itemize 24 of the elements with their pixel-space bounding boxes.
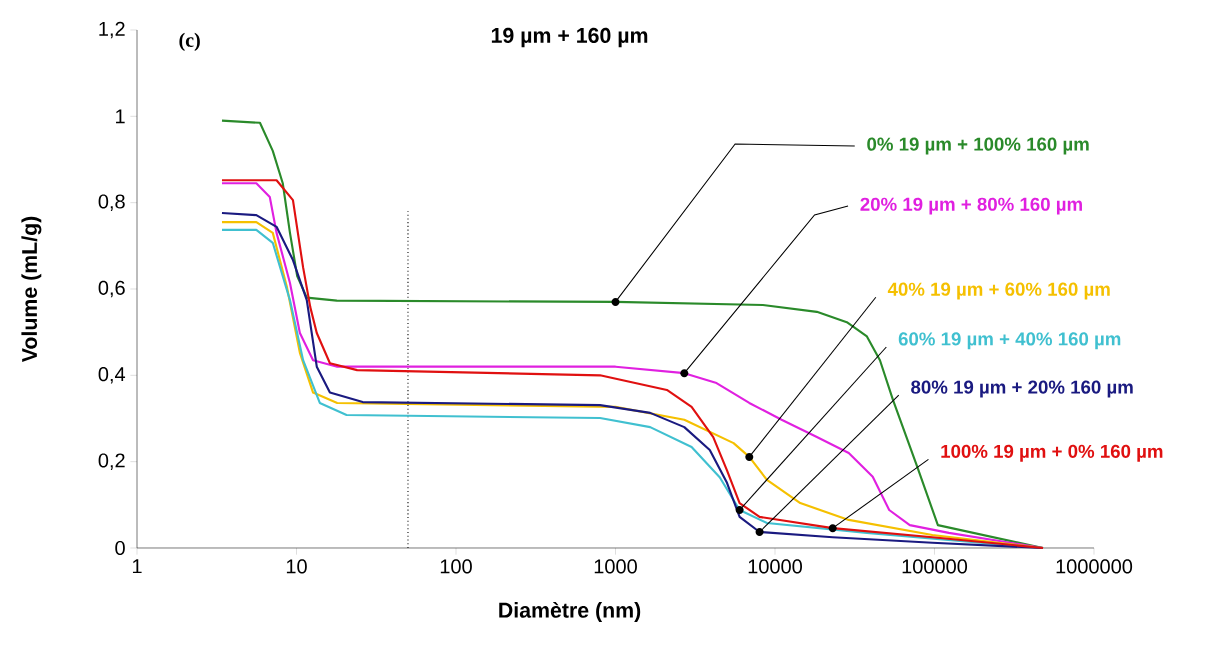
x-tick-label: 100000 xyxy=(902,559,968,574)
text: 80% 19 µm + 20% 160 µm xyxy=(911,380,1133,398)
x-tick-label: 10 xyxy=(286,559,307,574)
x-axis-title: Diamètre (nm) xyxy=(499,601,641,622)
y-tick-label: 0,8 xyxy=(98,194,125,211)
x-tick-label: 1 xyxy=(132,559,142,574)
y-tick-label: 1,2 xyxy=(99,21,125,39)
x-tick-label: 1000000 xyxy=(1056,559,1133,574)
y-tick-label: 0,4 xyxy=(98,367,126,384)
y-tick-label: 0,2 xyxy=(98,453,125,470)
text: 0% 19 µm + 100% 160 µm xyxy=(867,137,1089,155)
text: 40% 19 µm + 60% 160 µm xyxy=(887,282,1110,300)
x-tick-label: 10000 xyxy=(748,559,802,574)
x-tick-label: 1000 xyxy=(594,559,637,574)
y-axis-title: Volume (mL/g) xyxy=(21,216,42,363)
text: 100% 19 µm + 0% 160 µm xyxy=(941,444,1163,462)
x-tick-label: 100 xyxy=(440,559,472,574)
text: 20% 19 µm + 80% 160 µm xyxy=(860,197,1082,215)
text: 60% 19 µm + 40% 160 µm xyxy=(898,332,1121,350)
chart-title: 19 µm + 160 µm xyxy=(491,27,648,48)
y-tick-label: 0 xyxy=(115,540,125,556)
annotation: (c) xyxy=(179,32,200,51)
y-tick-label: 1 xyxy=(116,109,125,124)
y-tick-label: 0,6 xyxy=(98,280,125,298)
